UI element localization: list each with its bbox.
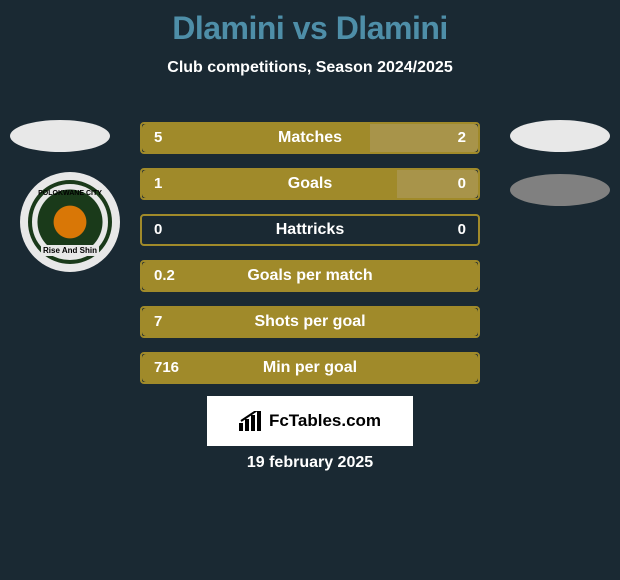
stat-row: 52Matches [140,122,480,154]
club-logo-left: POLOKWANE CITY Rise And Shin [20,172,120,272]
stat-label: Shots per goal [142,308,478,336]
player-badge-left [10,120,110,152]
stat-row: 00Hattricks [140,214,480,246]
comparison-bars: 52Matches 10Goals 00Hattricks 0.2Goals per … [140,122,480,398]
stat-row: 7Shots per goal [140,306,480,338]
club-logo-ribbon: Rise And Shin [41,245,99,256]
player-badge-right [510,120,610,152]
chart-icon [239,411,263,431]
club-logo-top-text: POLOKWANE CITY [32,190,108,197]
stat-label: Min per goal [142,354,478,382]
stat-row: 10Goals [140,168,480,200]
stat-label: Matches [142,124,478,152]
stat-label: Goals [142,170,478,198]
date-label: 19 february 2025 [0,454,620,472]
stat-label: Hattricks [142,216,478,244]
fctables-text: FcTables.com [269,411,381,431]
club-logo-right [510,174,610,206]
stat-row: 0.2Goals per match [140,260,480,292]
page-subtitle: Club competitions, Season 2024/2025 [0,59,620,77]
stat-row: 716Min per goal [140,352,480,384]
stat-label: Goals per match [142,262,478,290]
fctables-logo[interactable]: FcTables.com [207,396,413,446]
page-title: Dlamini vs Dlamini [0,0,620,47]
